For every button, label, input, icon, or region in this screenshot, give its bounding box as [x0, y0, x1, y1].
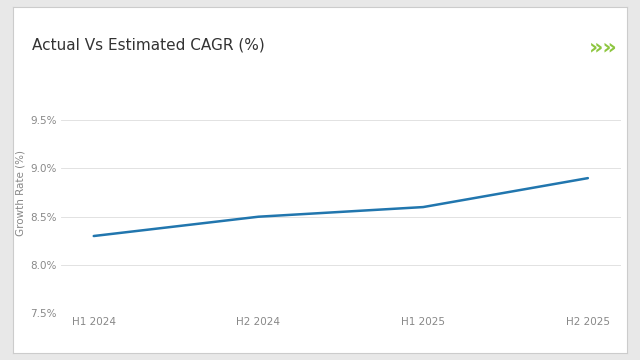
- Text: »»: »»: [589, 38, 618, 58]
- Text: Actual Vs Estimated CAGR (%): Actual Vs Estimated CAGR (%): [32, 38, 265, 53]
- Y-axis label: Growth Rate (%): Growth Rate (%): [16, 150, 26, 235]
